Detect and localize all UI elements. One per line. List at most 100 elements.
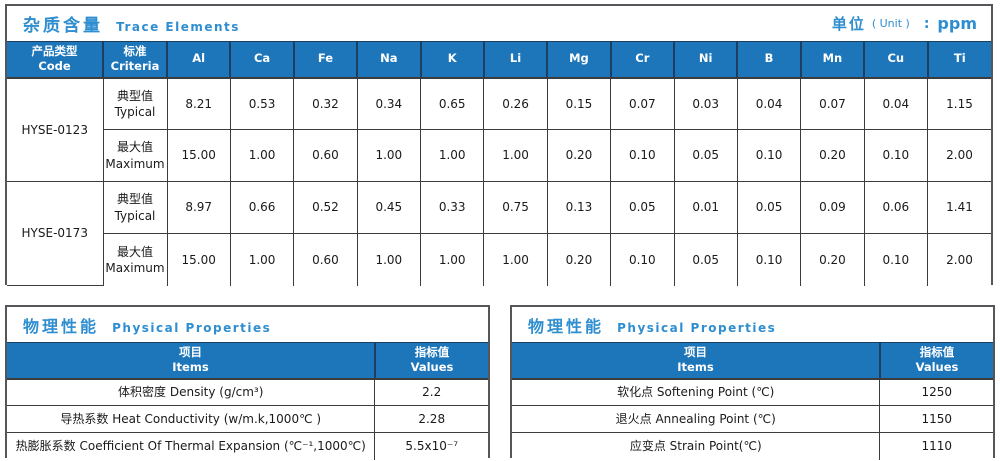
value-cell: 0.32 <box>293 77 358 130</box>
value-cell: 15.00 <box>166 233 231 286</box>
property-item: 应变点 Strain Point(℃) <box>512 432 881 460</box>
trace-title-bar: 杂质含量 Trace Elements 单位 ( Unit ) : ppm <box>7 6 991 41</box>
criteria-en: Maximum <box>105 156 165 171</box>
values-header: 指标值 Values <box>374 342 488 380</box>
values-header-en: Values <box>410 360 454 375</box>
trace-elements-table: 产品类型 Code 标准 Criteria Al Ca Fe Na K Li M… <box>7 41 991 286</box>
physical-left-title-zh: 物理性能 <box>23 316 100 336</box>
property-value: 2.2 <box>374 378 488 406</box>
values-header: 指标值 Values <box>879 342 993 380</box>
value-cell: 1.00 <box>419 233 485 286</box>
value-cell: 0.10 <box>610 129 675 182</box>
element-header: Fe <box>293 41 359 79</box>
value-cell: 0.10 <box>610 233 675 286</box>
value-cell: 1.15 <box>927 77 991 130</box>
items-header-en: Items <box>677 360 714 375</box>
value-cell: 1.00 <box>356 233 422 286</box>
physical-properties-card-left: 物理性能 Physical Properties 项目 Items 指标值 Va… <box>5 305 490 460</box>
unit-label-zh: 单位 <box>831 15 866 33</box>
value-cell: 0.15 <box>546 77 612 130</box>
value-cell: 0.33 <box>419 181 485 234</box>
unit-colon: : <box>923 15 930 32</box>
value-cell: 1.00 <box>483 129 548 182</box>
value-cell: 0.03 <box>673 77 738 130</box>
table-row: 应变点 Strain Point(℃) 1110 <box>512 432 993 460</box>
criteria-header-en: Criteria <box>110 59 160 74</box>
value-cell: 2.00 <box>927 233 991 286</box>
trace-header-row: 产品类型 Code 标准 Criteria Al Ca Fe Na K Li M… <box>7 41 991 79</box>
element-header: Ca <box>230 41 295 79</box>
table-row: 退火点 Annealing Point (℃) 1150 <box>512 405 993 433</box>
table-row: HYSE-0173 典型值 Typical 8.97 0.66 0.52 0.4… <box>7 181 991 286</box>
values-header-zh: 指标值 <box>414 344 450 359</box>
criteria-zh: 最大值 <box>116 244 153 259</box>
value-cell: 0.20 <box>800 233 865 286</box>
value-cell: 1.41 <box>927 181 991 234</box>
physical-right-table: 项目 Items 指标值 Values 软化点 Softening Point … <box>512 342 993 460</box>
property-value: 1150 <box>879 405 993 433</box>
property-item: 软化点 Softening Point (℃) <box>512 378 881 406</box>
physical-left-title-en: Physical Properties <box>112 320 272 335</box>
property-value: 1110 <box>879 432 993 460</box>
criteria-cell: 典型值 Typical <box>102 181 168 234</box>
unit-label: 单位 ( Unit ) : ppm <box>832 13 977 34</box>
physical-properties-card-right: 物理性能 Physical Properties 项目 Items 指标值 Va… <box>510 305 995 460</box>
unit-label-en: ( Unit ) <box>871 17 910 30</box>
value-cell: 0.20 <box>546 233 612 286</box>
value-cell: 0.20 <box>800 129 865 182</box>
physical-right-title-zh: 物理性能 <box>528 316 605 336</box>
table-row: 导热系数 Heat Conductivity (w/m.k,1000℃ ) 2.… <box>7 405 488 433</box>
value-cell: 0.20 <box>546 129 612 182</box>
physical-right-header-row: 项目 Items 指标值 Values <box>512 342 993 380</box>
element-header: Ti <box>927 41 991 79</box>
items-header: 项目 Items <box>512 342 881 380</box>
property-item: 退火点 Annealing Point (℃) <box>512 405 881 433</box>
element-header: Ni <box>674 41 739 79</box>
items-header-zh: 项目 <box>178 344 202 359</box>
value-cell: 0.05 <box>673 129 738 182</box>
criteria-cell: 最大值 Maximum <box>103 233 168 286</box>
property-value: 5.5x10⁻⁷ <box>374 432 488 460</box>
physical-left-title-bar: 物理性能 Physical Properties <box>7 307 488 342</box>
property-item: 热膨胀系数 Coefficient Of Thermal Expansion (… <box>7 432 376 460</box>
product-header-zh: 产品类型 <box>31 43 78 58</box>
items-header-en: Items <box>172 360 209 375</box>
value-cell: 0.75 <box>483 181 548 234</box>
value-cell: 0.26 <box>483 77 548 130</box>
physical-left-title: 物理性能 Physical Properties <box>23 313 271 337</box>
element-header: Cu <box>864 41 929 79</box>
value-cell: 0.01 <box>673 181 738 234</box>
criteria-zh: 典型值 <box>116 192 153 207</box>
criteria-zh: 最大值 <box>116 140 153 155</box>
criteria-cell: 最大值 Maximum <box>103 129 168 182</box>
product-header-en: Code <box>38 59 71 74</box>
physical-left-table: 项目 Items 指标值 Values 体积密度 Density (g/cm³)… <box>7 342 488 460</box>
value-cell: 15.00 <box>166 129 231 182</box>
value-cell: 0.10 <box>863 233 929 286</box>
physical-right-title: 物理性能 Physical Properties <box>528 313 776 337</box>
value-cell: 0.04 <box>863 77 929 130</box>
value-cell: 0.05 <box>673 233 738 286</box>
value-cell: 1.00 <box>229 233 295 286</box>
trace-title-zh: 杂质含量 <box>23 16 103 36</box>
trace-title-en: Trace Elements <box>116 20 240 34</box>
value-cell: 8.97 <box>166 181 231 234</box>
value-cell: 0.60 <box>293 129 358 182</box>
unit-value: ppm <box>937 14 977 33</box>
value-cell: 1.00 <box>483 233 548 286</box>
value-cell: 0.05 <box>610 181 675 234</box>
value-cell: 1.00 <box>356 129 422 182</box>
criteria-zh: 典型值 <box>116 88 153 103</box>
value-cell: 0.53 <box>229 77 295 130</box>
value-cell: 0.65 <box>419 77 485 130</box>
value-cell: 0.07 <box>800 77 865 130</box>
value-cell: 0.05 <box>736 181 802 234</box>
element-header: Na <box>357 41 422 79</box>
criteria-en: Maximum <box>105 260 165 275</box>
physical-right-title-bar: 物理性能 Physical Properties <box>512 307 993 342</box>
table-row: HYSE-0123 典型值 Typical 8.21 0.53 0.32 0.3… <box>7 77 991 182</box>
element-header: B <box>737 41 802 79</box>
trace-title: 杂质含量 Trace Elements <box>23 11 240 36</box>
element-header: Li <box>483 41 549 79</box>
value-cell: 0.60 <box>293 233 358 286</box>
